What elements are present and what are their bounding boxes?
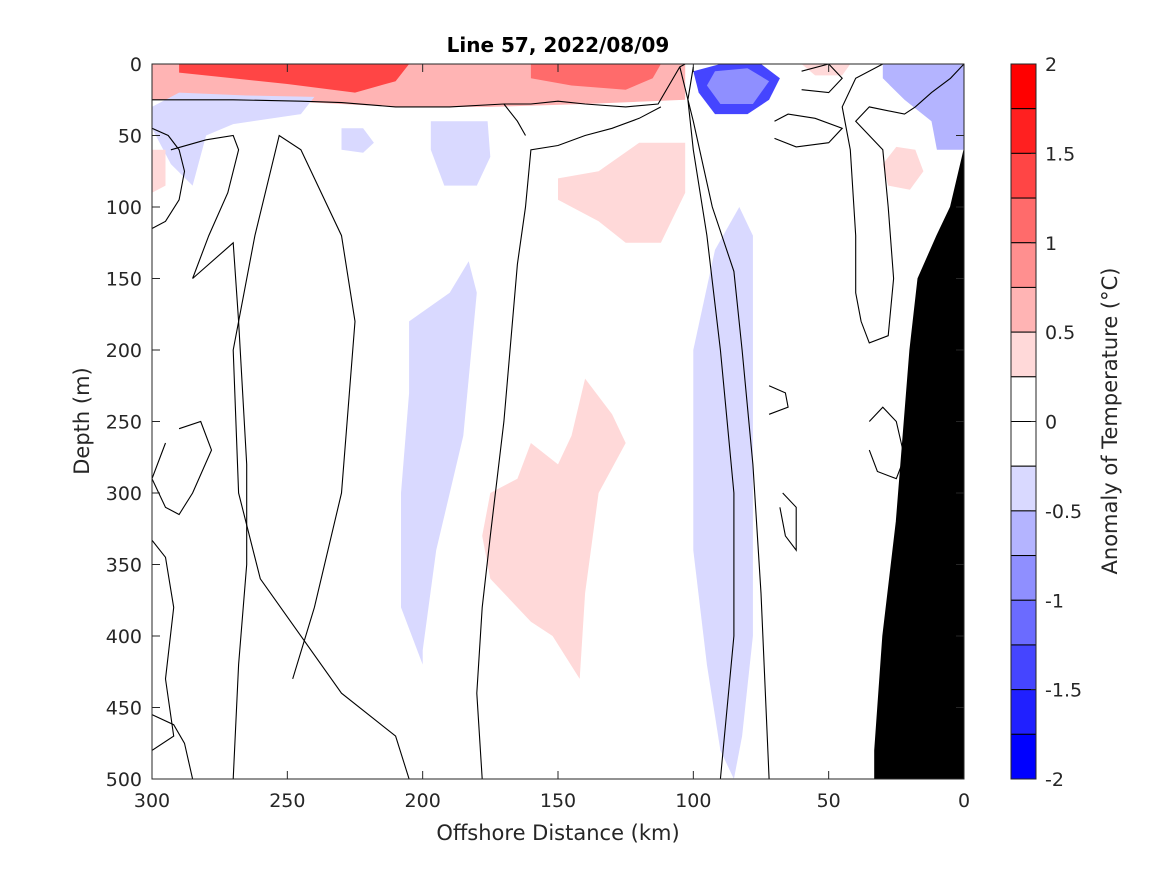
contour-line xyxy=(152,64,686,108)
seafloor-fill xyxy=(874,149,964,779)
contour-line xyxy=(768,385,789,415)
colorbar-swatch xyxy=(1010,555,1037,601)
colorbar-swatch xyxy=(1010,242,1037,288)
colorbar-tick-label: -0.5 xyxy=(1045,501,1082,523)
colorbar-swatch xyxy=(1010,108,1037,154)
anomaly-region xyxy=(706,68,770,104)
contour-line xyxy=(476,106,662,779)
x-tick-label: 100 xyxy=(675,790,711,812)
anomaly-regions xyxy=(152,64,964,779)
contour-line xyxy=(152,539,175,751)
y-axis-label: Depth (m) xyxy=(70,367,94,474)
chart-title: Line 57, 2022/08/09 xyxy=(447,33,670,57)
x-tick-label: 150 xyxy=(540,790,576,812)
colorbar-swatch xyxy=(1010,689,1037,735)
y-axis: 0 50 100 150 200 250 300 350 400 450 500 xyxy=(106,54,964,791)
colorbar: 2 1.5 1 0.5 0 -0.5 -1 -1.5 -2 xyxy=(1010,54,1082,791)
colorbar-swatch xyxy=(1010,152,1037,199)
x-axis-label: Offshore Distance (km) xyxy=(436,821,679,845)
colorbar-tick-label: -1 xyxy=(1045,590,1064,612)
contour-line xyxy=(503,103,526,136)
y-tick-label: 300 xyxy=(106,483,142,505)
contour-line xyxy=(170,134,240,279)
colorbar-tick-label: -2 xyxy=(1045,769,1064,791)
x-tick-label: 0 xyxy=(958,790,970,812)
colorbar-swatch xyxy=(1010,465,1037,512)
zero-contours xyxy=(152,64,964,779)
y-tick-label: 100 xyxy=(106,197,142,219)
anomaly-region xyxy=(530,64,661,90)
colorbar-tick-label: 0.5 xyxy=(1045,322,1075,344)
colorbar-swatch xyxy=(1010,63,1037,110)
colorbar-tick-label: 0 xyxy=(1045,412,1057,434)
colorbar-tick-label: 1.5 xyxy=(1045,143,1075,165)
anomaly-region xyxy=(152,92,315,186)
anomaly-region xyxy=(882,146,924,190)
y-tick-label: 150 xyxy=(106,269,142,291)
y-tick-label: 500 xyxy=(106,769,142,791)
anomaly-region xyxy=(341,128,374,153)
colorbar-tick-label: -1.5 xyxy=(1045,680,1082,702)
anomaly-region xyxy=(401,261,477,665)
colorbar-label: Anomaly of Temperature (°C) xyxy=(1098,268,1122,575)
colorbar-swatch xyxy=(1010,197,1037,244)
seafloor xyxy=(874,149,964,779)
anomaly-region xyxy=(801,64,851,76)
anomaly-region xyxy=(152,149,166,193)
x-tick-label: 250 xyxy=(269,790,305,812)
contour-line xyxy=(687,66,735,779)
colorbar-swatch xyxy=(1010,331,1037,378)
contour-line xyxy=(232,134,410,779)
y-tick-label: 350 xyxy=(106,555,142,577)
x-axis: 300 250 200 150 100 50 0 xyxy=(134,64,970,812)
anomaly-region xyxy=(179,64,410,93)
contour-line xyxy=(801,64,843,94)
anomaly-region xyxy=(693,207,753,779)
contour-line xyxy=(152,420,213,516)
x-tick-label: 300 xyxy=(134,790,170,812)
colorbar-swatch xyxy=(1010,421,1037,467)
y-tick-label: 0 xyxy=(130,54,142,76)
colorbar-tick-label: 2 xyxy=(1045,54,1057,76)
contour-line xyxy=(192,241,248,779)
y-tick-label: 450 xyxy=(106,698,142,720)
colorbar-tick-label: 1 xyxy=(1045,233,1057,255)
y-tick-label: 50 xyxy=(118,126,142,148)
colorbar-swatch xyxy=(1010,510,1037,557)
colorbar-swatch xyxy=(1010,599,1037,646)
anomaly-region xyxy=(558,142,686,243)
colorbar-swatch xyxy=(1010,644,1037,691)
x-tick-label: 200 xyxy=(405,790,441,812)
contour-line xyxy=(152,127,186,229)
anomaly-region xyxy=(430,121,491,186)
contour-line xyxy=(779,492,797,552)
colorbar-swatch xyxy=(1010,733,1037,780)
x-tick-label: 50 xyxy=(817,790,841,812)
contour-line xyxy=(841,64,964,344)
contour-line xyxy=(774,113,844,148)
y-tick-label: 200 xyxy=(106,340,142,362)
contour-line xyxy=(679,66,770,779)
plot-area-background xyxy=(152,64,964,779)
anomaly-region xyxy=(482,378,626,679)
colorbar-swatch xyxy=(1010,376,1037,422)
y-tick-label: 400 xyxy=(106,626,142,648)
colorbar-swatch xyxy=(1010,286,1037,333)
contour-line xyxy=(152,714,194,779)
anomaly-region xyxy=(882,64,964,150)
y-tick-label: 250 xyxy=(106,412,142,434)
